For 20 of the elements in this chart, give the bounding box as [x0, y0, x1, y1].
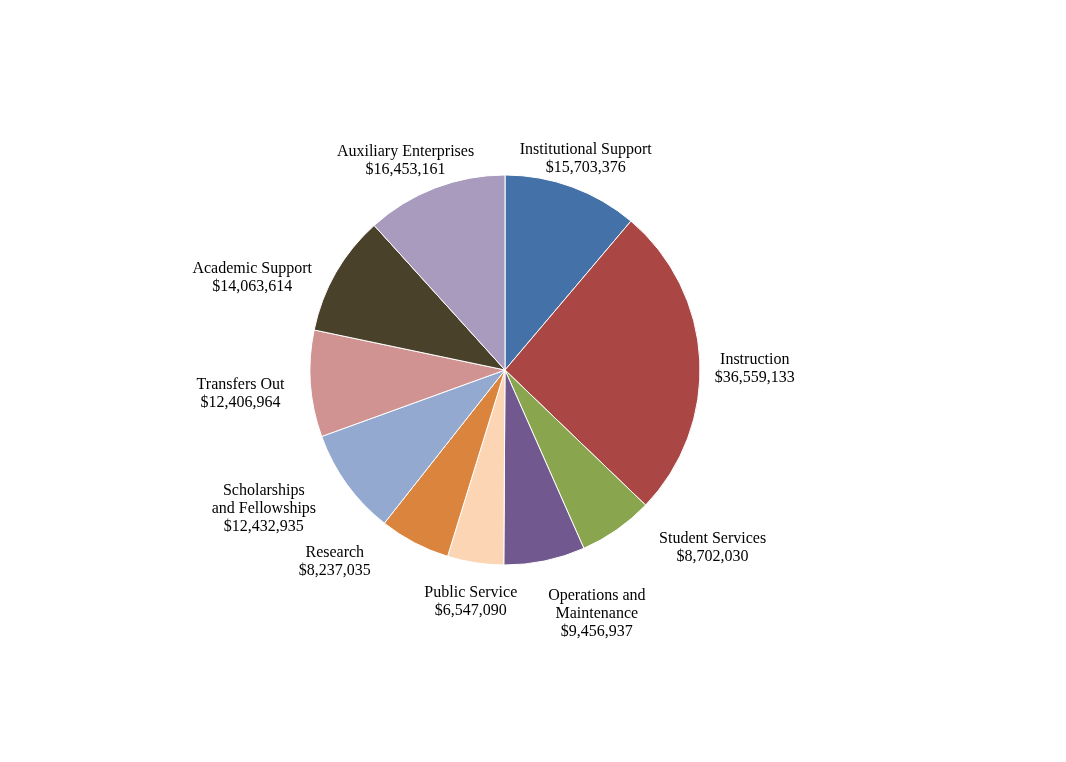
data-label: $12,432,935: [223, 517, 304, 535]
data-label: $6,547,090: [434, 601, 507, 619]
data-label: $15,703,376: [545, 158, 626, 176]
data-label: $9,456,937: [560, 622, 633, 640]
data-label: $36,559,133: [714, 368, 795, 386]
slice-label: Operations and Maintenance: [548, 586, 646, 622]
data-label: $16,453,161: [365, 159, 446, 177]
data-label: $8,237,035: [298, 560, 371, 578]
slice-label: Institutional Support: [519, 140, 653, 159]
slice-label: Instruction: [720, 350, 790, 368]
slice-label: Public Service: [424, 583, 518, 601]
data-label: $8,702,030: [676, 546, 749, 564]
slice-label: Academic Support: [192, 258, 313, 277]
slice-label: Research: [305, 542, 365, 560]
slice-label: Transfers Out: [196, 375, 285, 393]
slice-label: Student Services: [659, 528, 767, 546]
data-label: $12,406,964: [200, 393, 281, 411]
slice-label: Scholarships and Fellowships: [211, 481, 317, 518]
data-label: $14,063,614: [212, 276, 293, 294]
slice-label: Auxiliary Enterprises: [336, 141, 475, 160]
